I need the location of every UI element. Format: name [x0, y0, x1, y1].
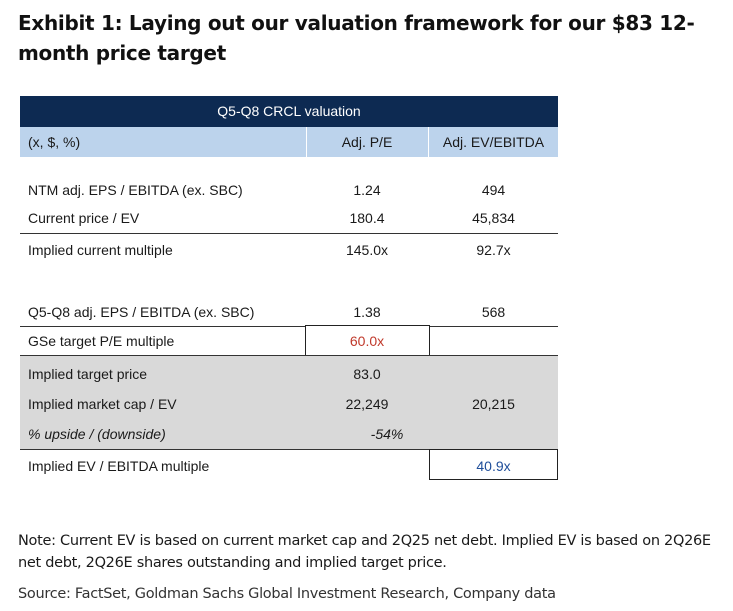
- pe-value: 1.38: [353, 304, 381, 320]
- row-label: Current price / EV: [28, 210, 140, 226]
- implied-ev-multiple-box: [429, 449, 558, 480]
- pe-value: 180.4: [349, 210, 385, 226]
- column-header-pe: Adj. P/E: [341, 134, 393, 150]
- table-row: GSe target P/E multiple: [20, 326, 558, 356]
- row-divider: [20, 326, 558, 327]
- table-row: Current price / EV 180.4 45,834: [20, 203, 558, 233]
- exhibit-title: Exhibit 1: Laying out our valuation fram…: [18, 11, 695, 65]
- row-divider: [20, 233, 558, 234]
- pe-value: 1.24: [353, 182, 381, 198]
- table-row: Implied target price 83.0: [20, 359, 558, 389]
- pe-value: 145.0x: [345, 242, 389, 258]
- table-row-values: 60.0x: [20, 326, 558, 356]
- row-label: Implied market cap / EV: [28, 396, 177, 412]
- gray-band: [20, 356, 558, 449]
- column-header-ev-ebitda: Adj. EV/EBITDA: [442, 134, 545, 150]
- table-column-headers: (x, $, %) Adj. P/E Adj. EV/EBITDA: [20, 127, 558, 157]
- row-label: Implied target price: [28, 366, 148, 382]
- column-header-units: (x, $, %): [28, 134, 81, 150]
- table-row: % upside / (downside) -54%: [20, 419, 558, 449]
- row-label: GSe target P/E multiple: [28, 333, 175, 349]
- table-header-title: Q5-Q8 CRCL valuation: [20, 96, 558, 127]
- table-row: Implied market cap / EV 22,249 20,215: [20, 389, 558, 419]
- pe-value: 22,249: [345, 396, 389, 412]
- ev-value: 92.7x: [476, 242, 511, 258]
- row-label: Implied EV / EBITDA multiple: [28, 458, 210, 474]
- row-label: % upside / (downside): [28, 426, 166, 442]
- target-pe-box: [305, 325, 430, 356]
- source-line: Source: FactSet, Goldman Sachs Global In…: [18, 586, 556, 602]
- table-row: Implied current multiple 145.0x 92.7x: [20, 235, 558, 265]
- ev-value: 20,215: [472, 396, 515, 412]
- target-pe-value: 60.0x: [349, 333, 385, 349]
- ev-value: 40.9x: [476, 458, 511, 474]
- ev-value: 494: [481, 182, 506, 198]
- header-divider: [306, 127, 307, 157]
- row-label: Implied current multiple: [28, 242, 173, 258]
- table-row: NTM adj. EPS / EBITDA (ex. SBC) 1.24 494: [20, 175, 558, 205]
- pe-value: 83.0: [353, 366, 381, 382]
- row-label: NTM adj. EPS / EBITDA (ex. SBC): [28, 182, 243, 198]
- header-divider: [428, 127, 429, 157]
- table-row: Implied EV / EBITDA multiple 40.9x: [20, 451, 558, 481]
- pe-value: -54%: [370, 426, 404, 442]
- row-label: Q5-Q8 adj. EPS / EBITDA (ex. SBC): [28, 304, 255, 320]
- row-divider: [20, 449, 558, 450]
- table-row: Q5-Q8 adj. EPS / EBITDA (ex. SBC) 1.38 5…: [20, 297, 558, 327]
- footnote: Note: Current EV is based on current mar…: [18, 533, 711, 571]
- ev-value: 568: [481, 304, 506, 320]
- ev-value: 45,834: [472, 210, 515, 226]
- row-divider: [20, 355, 558, 356]
